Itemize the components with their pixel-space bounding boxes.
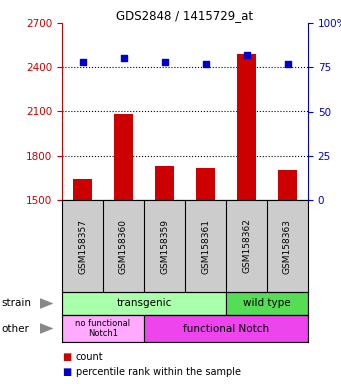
Text: strain: strain (2, 298, 32, 308)
Polygon shape (40, 298, 54, 309)
Bar (73, 179, 92, 200)
Bar (155, 166, 174, 200)
Text: count: count (76, 352, 103, 362)
Text: wild type: wild type (243, 298, 291, 308)
Point (203, 61, 208, 67)
Text: functional Notch: functional Notch (183, 323, 269, 333)
Text: other: other (2, 323, 30, 333)
Polygon shape (40, 323, 54, 334)
Point (285, 61, 290, 67)
Text: ■: ■ (62, 367, 71, 377)
Text: GSM158360: GSM158360 (119, 218, 128, 273)
Text: GSM158361: GSM158361 (201, 218, 210, 273)
Bar (62, 315, 144, 342)
Text: GSM158359: GSM158359 (160, 218, 169, 273)
Title: GDS2848 / 1415729_at: GDS2848 / 1415729_at (116, 9, 254, 22)
Bar (278, 170, 297, 200)
Bar (226, 292, 308, 315)
Bar (114, 114, 133, 200)
Point (121, 55, 126, 61)
Bar (196, 168, 215, 200)
Point (80, 59, 85, 65)
Text: ■: ■ (62, 352, 71, 362)
Point (162, 59, 167, 65)
Text: GSM158363: GSM158363 (283, 218, 292, 273)
Text: transgenic: transgenic (116, 298, 172, 308)
Bar (62, 292, 226, 315)
Bar (144, 315, 308, 342)
Bar (237, 54, 256, 200)
Text: GSM158357: GSM158357 (78, 218, 87, 273)
Text: GSM158362: GSM158362 (242, 218, 251, 273)
Point (244, 52, 249, 58)
Text: percentile rank within the sample: percentile rank within the sample (76, 367, 241, 377)
Text: no functional
Notch1: no functional Notch1 (75, 319, 131, 338)
